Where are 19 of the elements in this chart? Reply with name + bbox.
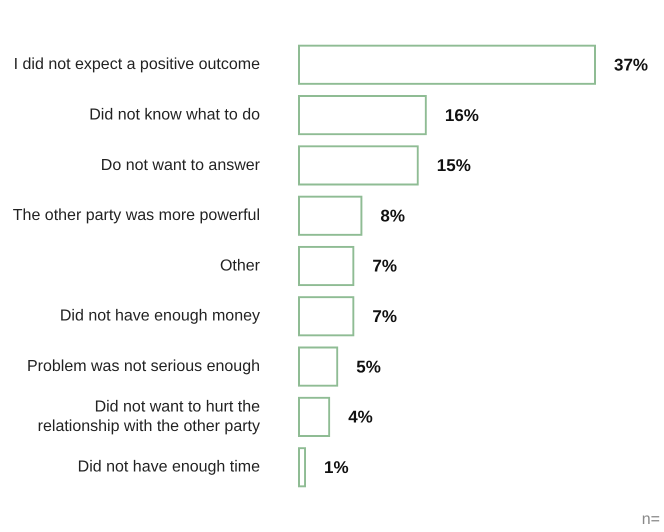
y-tick-label: Did not want to hurt the relationship with the other party bbox=[38, 398, 260, 435]
y-tick-label: Did not have enough money bbox=[60, 308, 260, 325]
data-label: 1% bbox=[324, 458, 349, 477]
data-label: 7% bbox=[372, 307, 397, 326]
data-label: 7% bbox=[372, 256, 397, 276]
y-tick-label: I did not expect a positive outcome bbox=[14, 56, 260, 74]
data-label: 8% bbox=[380, 206, 406, 226]
y-tick-label: Other bbox=[220, 257, 261, 274]
y-tick-label: Did not know what to do bbox=[89, 106, 260, 124]
data-label: 15% bbox=[436, 156, 471, 176]
data-label: 16% bbox=[444, 106, 479, 125]
y-tick-label: Do not want to answer bbox=[100, 156, 261, 174]
text: n= bbox=[642, 511, 660, 528]
y-tick-label: Problem was not serious enough bbox=[26, 358, 260, 376]
data-label: 37% bbox=[614, 55, 648, 74]
y-tick-label: Did not have enough time bbox=[78, 458, 260, 476]
y-tick-label: The other party was more powerful bbox=[12, 207, 260, 224]
data-label: 4% bbox=[348, 408, 373, 427]
data-label: 5% bbox=[356, 357, 381, 376]
